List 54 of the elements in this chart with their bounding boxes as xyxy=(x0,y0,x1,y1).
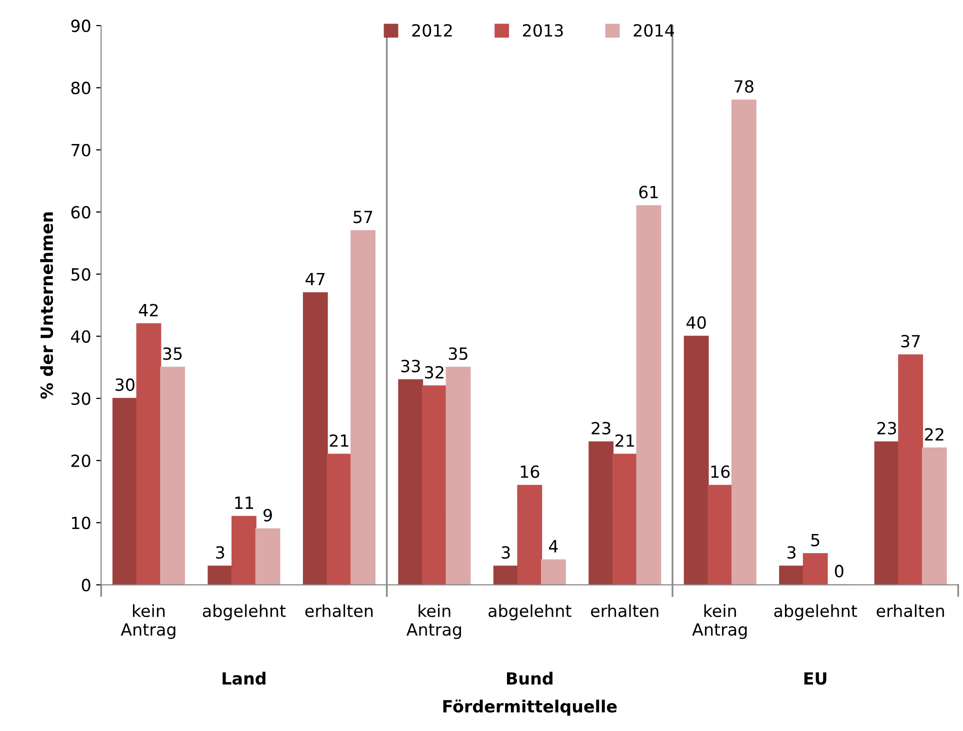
data-label: 3 xyxy=(788,546,796,559)
y-tick-label: 10 xyxy=(72,516,90,530)
data-label: 57 xyxy=(354,210,372,224)
legend-label: 2013 xyxy=(522,24,563,37)
data-label: 22 xyxy=(924,428,944,440)
text: EU xyxy=(804,672,826,685)
text: Land xyxy=(222,672,266,685)
data-label: 0 xyxy=(834,564,844,578)
data-label: 40 xyxy=(686,316,706,329)
data-label: 3 xyxy=(216,546,224,559)
data-label: 33 xyxy=(401,360,420,372)
data-label: 16 xyxy=(520,465,540,478)
data-label: 4 xyxy=(548,540,558,552)
x-tick-label: abgelehnt xyxy=(202,604,286,620)
x-tick-label: erhalten xyxy=(305,604,373,618)
x-tick-label: kein Antrag xyxy=(692,604,747,640)
x-tick-label: erhalten xyxy=(591,604,658,618)
data-label: 61 xyxy=(639,186,658,198)
data-label: 5 xyxy=(811,534,820,546)
x-tick-label: kein Antrag xyxy=(120,604,176,640)
data-label: 3 xyxy=(502,546,510,559)
y-tick-label: 30 xyxy=(71,392,90,405)
y-tick-label: 70 xyxy=(72,144,90,156)
data-label: 9 xyxy=(264,508,272,522)
data-label: 47 xyxy=(306,272,325,286)
data-label: 23 xyxy=(877,422,896,434)
x-tick-label: abgelehnt xyxy=(488,604,572,620)
y-tick-label: 80 xyxy=(71,82,90,94)
y-tick-label: 20 xyxy=(71,454,90,468)
legend-label: 2012 xyxy=(412,24,452,37)
data-label: 37 xyxy=(901,334,920,348)
x-tick-label: erhalten xyxy=(876,604,944,618)
y-tick-label: 40 xyxy=(71,330,90,343)
y-axis-title: % der Unternehmen xyxy=(40,212,54,399)
y-tick-label: 60 xyxy=(71,206,90,219)
x-tick-label: abgelehnt xyxy=(774,604,858,620)
data-label: 16 xyxy=(711,465,730,478)
data-label: 21 xyxy=(330,434,348,447)
data-label: 78 xyxy=(734,80,754,93)
data-label: 32 xyxy=(425,366,444,379)
data-label: 35 xyxy=(163,347,182,360)
data-label: 23 xyxy=(592,422,610,434)
data-label: 30 xyxy=(116,378,134,391)
data-label: 21 xyxy=(615,434,634,447)
y-tick-label: 50 xyxy=(71,268,90,281)
x-axis-title: Fördermittelquelle xyxy=(443,699,617,716)
data-label: 35 xyxy=(448,347,468,360)
data-label: 42 xyxy=(138,304,158,316)
x-tick-label: kein Antrag xyxy=(406,604,461,640)
data-label: 11 xyxy=(235,496,254,509)
text: Bund xyxy=(507,672,552,685)
y-tick-label: 0 xyxy=(82,578,90,592)
y-tick-label: 90 xyxy=(71,20,90,32)
legend-label: 2014 xyxy=(634,24,674,37)
